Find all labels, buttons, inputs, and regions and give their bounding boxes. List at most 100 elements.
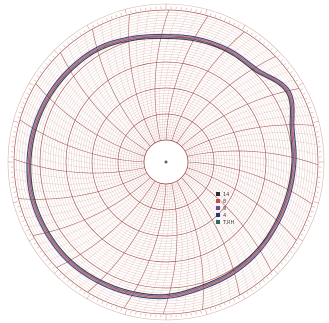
grid-ring <box>55 51 277 273</box>
rim-tick <box>111 305 113 308</box>
grid-radial <box>186 170 285 257</box>
rim-tick <box>295 79 299 82</box>
legend-swatch <box>216 192 220 196</box>
grid-radial <box>184 115 311 150</box>
rim-tick <box>130 310 132 314</box>
rim-tick <box>120 13 122 16</box>
rim-tick <box>266 276 269 280</box>
grid-radial <box>186 168 291 249</box>
rim-tick <box>22 220 25 222</box>
rim-tick <box>36 75 39 78</box>
grid-radial <box>170 26 236 141</box>
grid-ring <box>71 67 261 257</box>
grid-radial <box>14 149 145 169</box>
rim-tick <box>26 229 29 231</box>
grid-radial <box>38 178 152 245</box>
grid-ring <box>24 20 308 304</box>
grid-radial <box>63 181 157 275</box>
rim-tick <box>270 273 273 276</box>
rim-tick <box>42 254 45 257</box>
rim-tick <box>293 246 296 249</box>
grid-ring <box>58 54 274 270</box>
legend-swatch <box>216 206 220 210</box>
grid-radial <box>53 59 147 153</box>
rim-tick <box>233 22 235 25</box>
rim-tick <box>242 25 246 30</box>
rim-tick <box>86 294 90 299</box>
grid-ring <box>107 103 225 221</box>
rim-tick <box>92 296 95 300</box>
rim-tick <box>284 258 287 261</box>
series-line-1 <box>30 37 293 296</box>
grid-ring <box>138 134 194 190</box>
grid-ring <box>76 72 256 252</box>
rim-tick <box>219 16 221 19</box>
rim-tick <box>313 201 319 204</box>
rim-tick <box>75 35 78 38</box>
rim-tick <box>86 25 90 30</box>
rim-tick <box>124 9 127 15</box>
center-pin <box>164 160 168 164</box>
grid-ring <box>110 106 222 218</box>
rim-tick <box>287 67 290 70</box>
grid-radial-major <box>32 177 151 236</box>
rim-tick <box>228 301 231 304</box>
grid-radial <box>183 106 308 149</box>
rim-tick <box>67 280 70 283</box>
rim-tick <box>237 24 240 28</box>
rim-tick <box>42 67 45 70</box>
rim-tick <box>310 111 314 114</box>
rim-tick <box>277 55 280 58</box>
grid-radial <box>149 10 160 142</box>
rim-tick <box>59 48 62 51</box>
rim-tick <box>71 283 74 286</box>
grid-radial <box>67 45 148 150</box>
rim-tick <box>305 97 308 100</box>
rim-tick <box>214 306 217 310</box>
rim-tick <box>266 44 269 48</box>
grid-ring <box>63 59 269 265</box>
rim-tick <box>52 266 55 269</box>
grid-ring <box>16 12 316 312</box>
grid-radial <box>164 13 199 141</box>
grid-ring <box>47 43 285 281</box>
grid-radial <box>187 155 318 175</box>
rim-tick <box>298 82 303 86</box>
rim-tick <box>237 296 240 300</box>
legend-swatch <box>216 220 220 224</box>
rim-tick <box>205 309 208 315</box>
grid-radial <box>15 139 145 166</box>
rim-tick <box>262 41 265 44</box>
rim-tick <box>228 20 231 23</box>
grid-radial <box>182 97 304 148</box>
grid-radial <box>16 171 147 192</box>
rim-tick <box>24 97 27 100</box>
rim-tick <box>75 286 78 289</box>
grid-radial <box>143 183 170 313</box>
rim-tick <box>111 16 113 19</box>
grid-ring <box>104 100 228 224</box>
rim-tick <box>39 250 42 253</box>
rim-tick <box>22 102 25 104</box>
grid-radial <box>14 170 146 185</box>
grid-radial-major <box>19 119 145 163</box>
rim-tick <box>270 48 273 51</box>
grid-ring <box>99 95 233 229</box>
rim-tick <box>309 107 312 109</box>
rim-tick <box>29 238 34 242</box>
grid-radial-major <box>165 15 209 141</box>
grid-radial-major <box>176 180 204 310</box>
rim-tick <box>63 276 66 280</box>
rim-tick <box>246 29 249 33</box>
rim-tick <box>224 18 226 21</box>
rim-tick <box>18 111 22 114</box>
rim-tick <box>210 13 212 16</box>
rim-tick <box>124 309 127 315</box>
grid-ring <box>19 15 313 309</box>
rim-tick <box>45 258 48 261</box>
legend-label: 14 <box>223 192 229 198</box>
grid-radial <box>153 183 173 314</box>
rim-tick <box>312 206 315 208</box>
rim-tick <box>250 289 253 292</box>
rim-tick <box>29 82 34 86</box>
